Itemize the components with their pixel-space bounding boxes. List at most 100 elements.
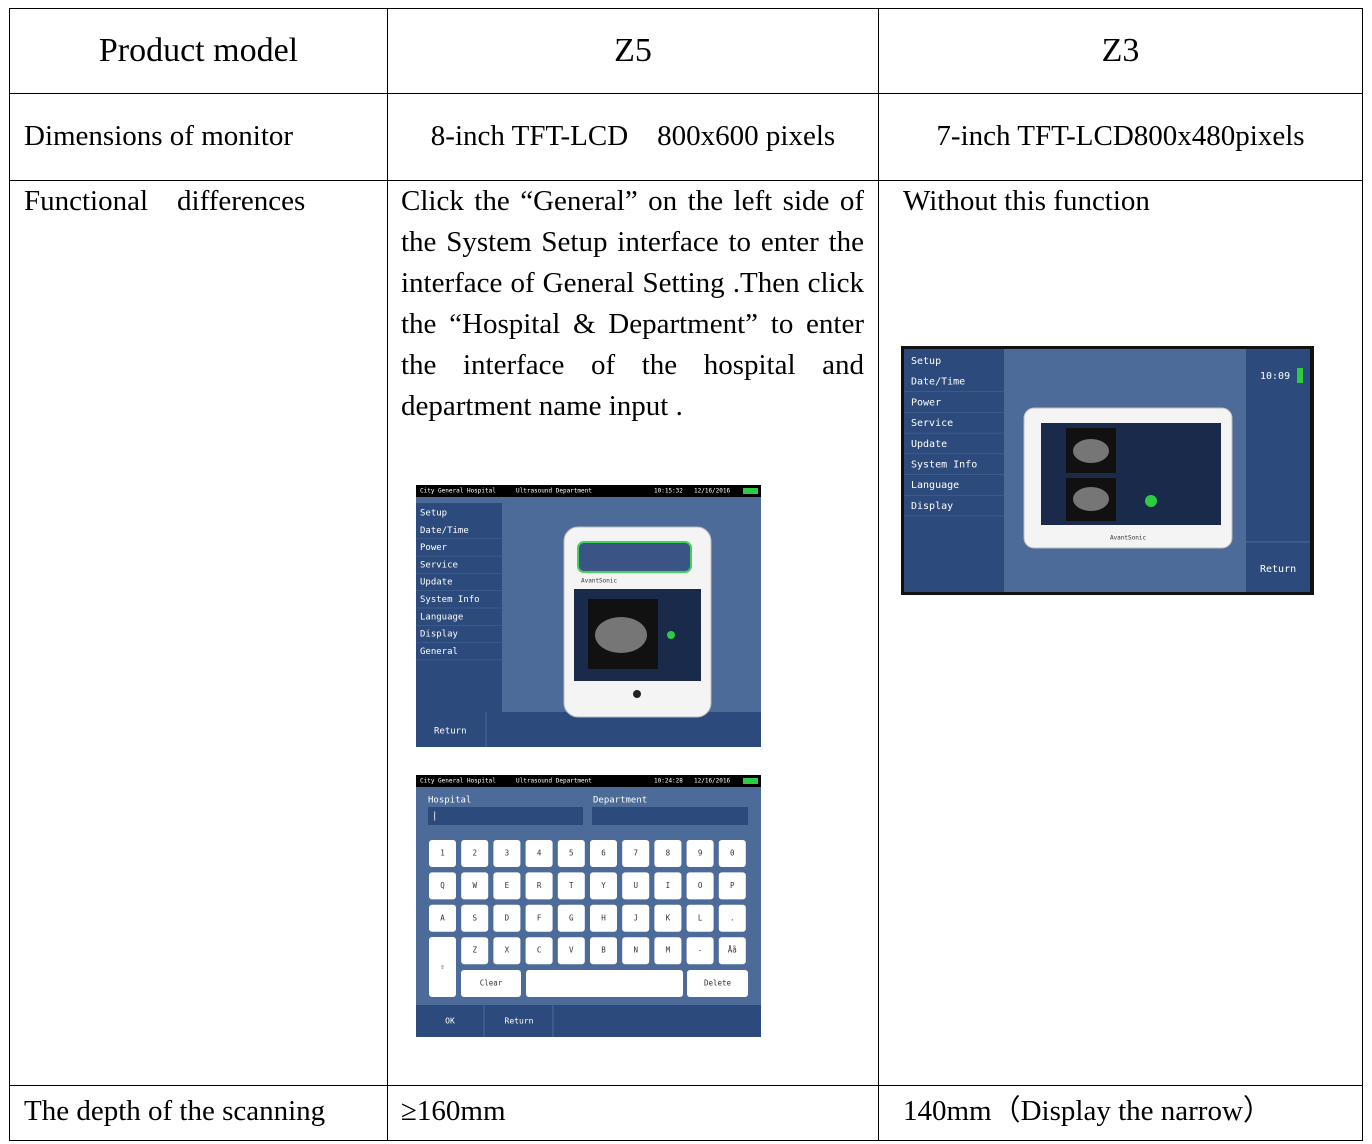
menu-item: Service	[420, 560, 458, 570]
key-label: H	[601, 913, 606, 922]
key-label: X	[505, 946, 510, 955]
menu-item: Power	[420, 543, 448, 553]
key	[525, 904, 553, 932]
menu-item: Language	[420, 612, 463, 622]
field-label: Department	[593, 796, 647, 806]
key	[654, 840, 682, 867]
key	[718, 872, 746, 900]
key	[493, 904, 521, 932]
return-button: Return	[1260, 564, 1296, 575]
key	[557, 904, 585, 932]
key	[525, 840, 553, 867]
key-label: T	[569, 881, 574, 890]
return-button: Return	[434, 727, 467, 737]
key-label: I	[666, 881, 671, 890]
key-label: O	[698, 881, 703, 890]
key	[493, 872, 521, 900]
key	[557, 937, 585, 965]
key	[590, 872, 617, 900]
key-label: B	[601, 946, 606, 955]
header-cell: Z5	[614, 32, 652, 69]
key-label: U	[633, 881, 638, 890]
brand: AvantSonic	[1110, 535, 1147, 542]
menu-item: Service	[911, 418, 953, 429]
key-label: N	[633, 946, 638, 955]
menu-item: Display	[420, 630, 459, 640]
key	[557, 872, 585, 900]
space-key	[526, 970, 683, 997]
clock: 10:09	[1260, 371, 1290, 382]
cursor: |	[432, 812, 437, 822]
menu-item: Date/Time	[420, 526, 469, 536]
key-label: 1	[440, 849, 445, 858]
key	[461, 872, 489, 900]
key-label: .	[730, 913, 735, 922]
bottom-button: OK	[445, 1017, 455, 1026]
rule	[9, 1140, 1363, 1141]
z5-keyboard-screenshot: City General Hospital Ultrasound Departme…	[416, 775, 761, 1037]
shift-key	[429, 937, 456, 997]
key	[686, 937, 714, 965]
header-cell: Product model	[98, 32, 299, 69]
key	[461, 904, 489, 932]
row-label: Functional differences	[24, 185, 306, 217]
key	[654, 937, 682, 965]
key	[461, 840, 489, 867]
key	[429, 840, 456, 867]
field-label: Hospital	[428, 796, 471, 806]
key	[622, 840, 650, 867]
clear-key	[461, 970, 521, 997]
key-label: -	[698, 946, 703, 955]
cell: 8-inch TFT-LCD 800x600 pixels	[430, 120, 836, 152]
key	[493, 937, 521, 965]
delete-key	[687, 970, 748, 997]
key-label: C	[537, 946, 542, 955]
key	[686, 904, 714, 932]
key	[429, 872, 456, 900]
key-label: 2	[472, 849, 477, 858]
key-label: P	[730, 881, 735, 890]
key-label: 9	[698, 849, 703, 858]
key	[654, 904, 682, 932]
status-text: City General Hospital	[420, 488, 496, 495]
status-text: 12/16/2016	[694, 778, 731, 785]
menu-item: Display	[911, 501, 953, 512]
menu-item: System Info	[420, 595, 480, 605]
key	[590, 937, 617, 965]
key	[622, 872, 650, 900]
key-label: S	[472, 913, 477, 922]
z5-setup-screenshot: City General Hospital Ultrasound Departme…	[416, 485, 761, 747]
key-label: E	[505, 881, 510, 890]
shift-key-label: ⇧	[440, 962, 445, 971]
key-label: K	[666, 913, 671, 922]
key	[622, 937, 650, 965]
key-label: M	[666, 946, 671, 955]
menu-item: Update	[911, 439, 947, 450]
status-text: City General Hospital	[420, 778, 496, 785]
key	[686, 840, 714, 867]
key-label: R	[537, 881, 542, 890]
bottom-button: Return	[505, 1017, 534, 1026]
rule	[9, 180, 1363, 181]
key	[622, 904, 650, 932]
key	[525, 872, 553, 900]
rule	[1362, 8, 1363, 1141]
cell: 140mm（Display the narrow）	[903, 1095, 1272, 1127]
key-label: Åå	[728, 946, 737, 955]
row-label: Dimensions of monitor	[24, 120, 294, 152]
key-label: F	[537, 913, 542, 922]
menu-item: Date/Time	[911, 377, 965, 388]
key	[461, 937, 489, 965]
rule	[387, 8, 388, 1141]
row-label: The depth of the scanning	[24, 1095, 326, 1127]
cell: Click the “General” on the left side of …	[401, 185, 864, 422]
rule	[9, 8, 1363, 9]
key	[718, 937, 746, 965]
key-label: W	[472, 881, 477, 890]
brand: AvantSonic	[581, 578, 618, 585]
menu-item: Update	[420, 578, 453, 588]
key-label: D	[505, 913, 510, 922]
status-text: 12/16/2016	[694, 488, 731, 495]
key-label: G	[569, 913, 574, 922]
